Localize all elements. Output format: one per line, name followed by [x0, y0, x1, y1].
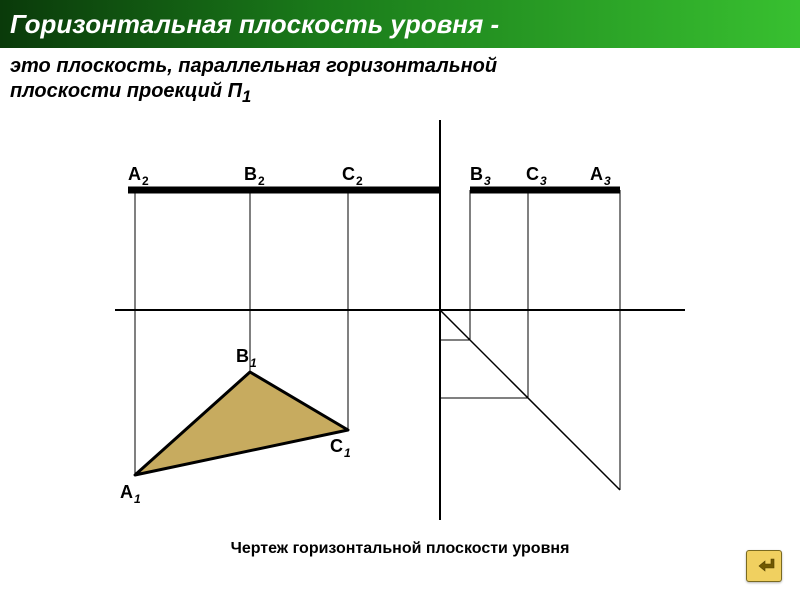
svg-text:A3: A3 — [590, 164, 611, 188]
svg-text:B3: B3 — [470, 164, 491, 188]
return-button[interactable] — [746, 550, 782, 582]
svg-text:C3: C3 — [526, 164, 547, 188]
svg-text:C2: C2 — [342, 164, 363, 188]
return-arrow-icon — [753, 558, 775, 574]
svg-text:C1: C1 — [330, 436, 351, 460]
svg-text:B2: B2 — [244, 164, 265, 188]
svg-text:B1: B1 — [236, 346, 257, 370]
caption: Чертеж горизонтальной плоскости уровня — [0, 540, 800, 558]
svg-text:A1: A1 — [120, 482, 141, 506]
svg-text:A2: A2 — [128, 164, 149, 188]
caption-text: Чертеж горизонтальной плоскости уровня — [231, 540, 570, 557]
diagram-svg: A2 B2 C2 B3 C3 A3 B1 C1 A1 — [0, 0, 800, 600]
